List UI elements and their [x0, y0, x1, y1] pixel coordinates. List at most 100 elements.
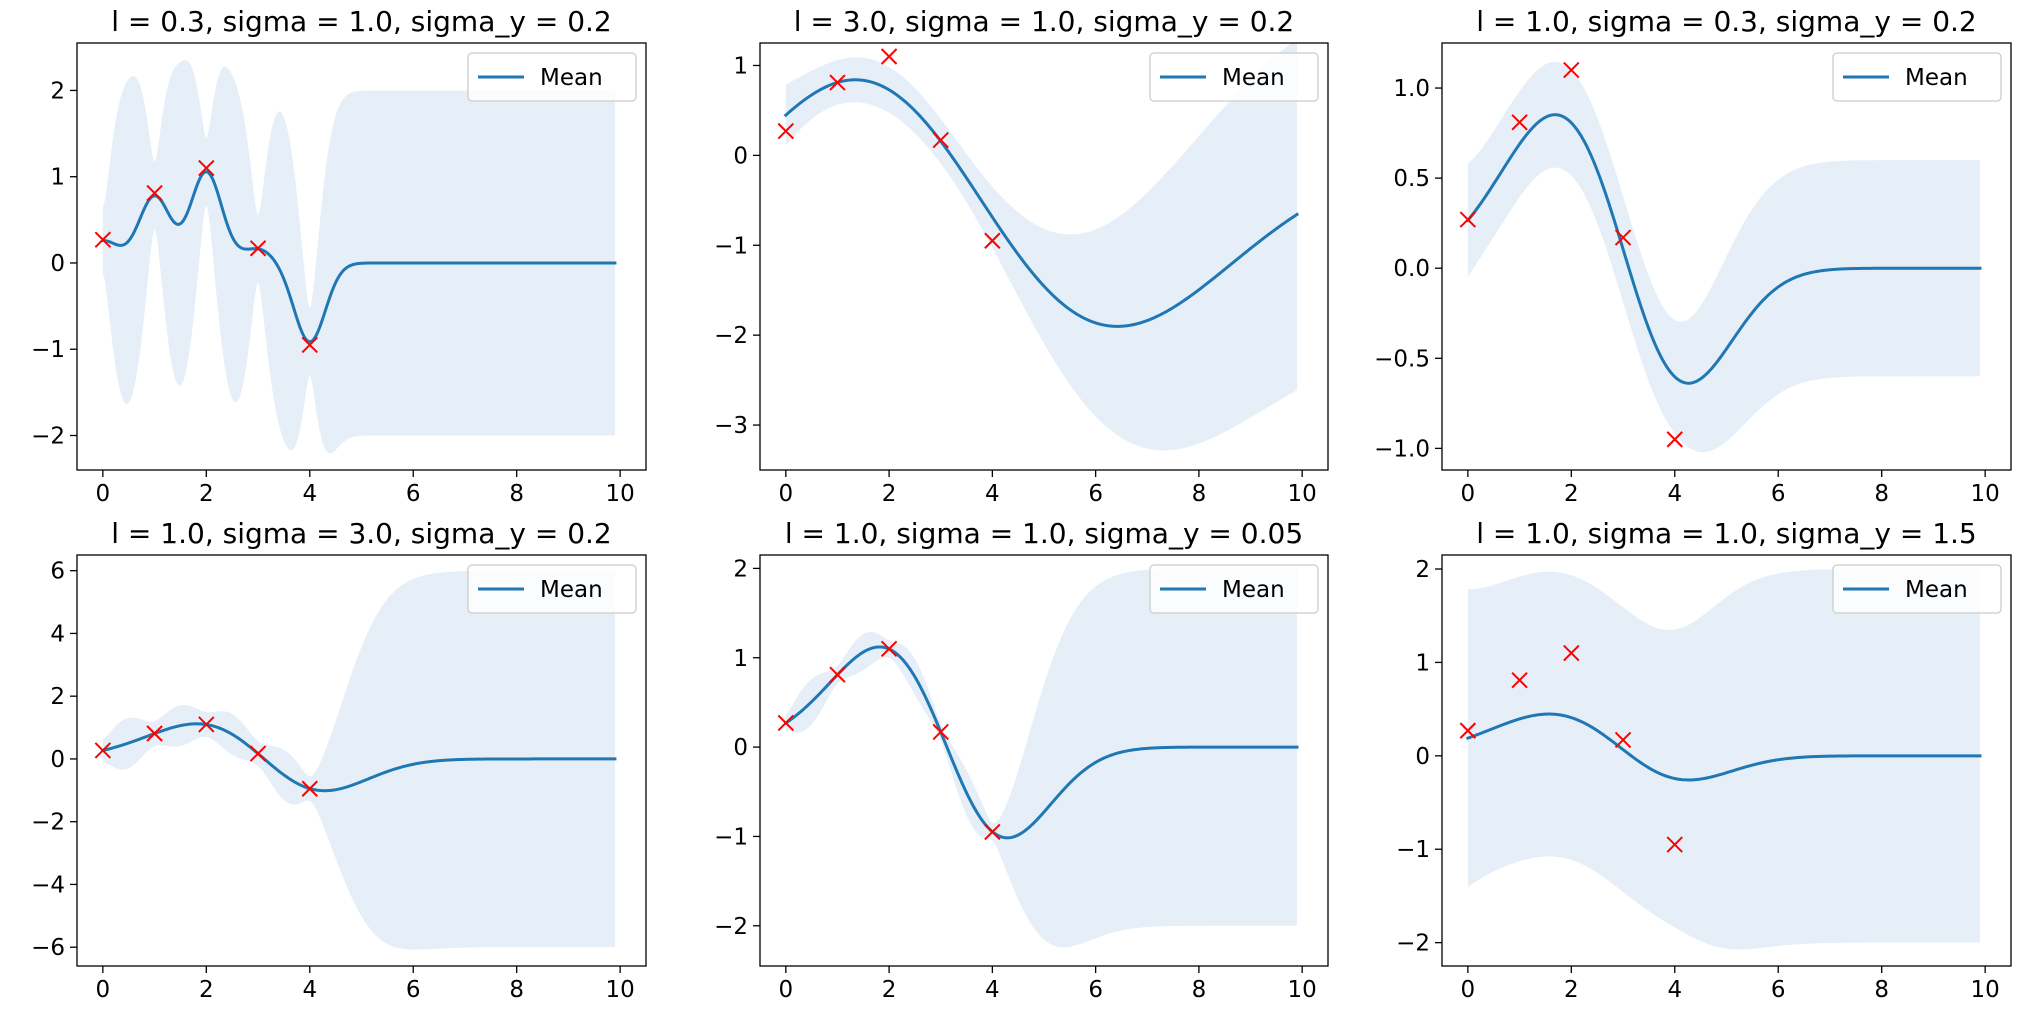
- observation-marker: [777, 122, 795, 140]
- x-tick-label: 6: [1088, 481, 1103, 507]
- y-tick-label: 2: [50, 684, 65, 710]
- observation-marker: [1614, 229, 1632, 246]
- x-tick-label: 0: [1461, 977, 1476, 1003]
- subplot-6: 0 2 4 6 8 10 −2 −1 0 1 2 l = 1.0, sigma = 1.0, sigm…: [1396, 517, 2012, 1003]
- y-tick-label: −6: [31, 935, 65, 961]
- x-tick-label: 10: [1288, 977, 1317, 1003]
- y-tick-label: 1.0: [1393, 76, 1430, 102]
- observation-marker: [932, 723, 949, 741]
- mean-line: [783, 645, 1299, 840]
- x-tick-label: 6: [1771, 481, 1786, 507]
- axes-frame: [759, 554, 1329, 967]
- confidence-band: [785, 43, 1298, 451]
- observation-marker: [1666, 836, 1683, 853]
- legend: Mean: [1832, 52, 2002, 102]
- observation-marker: [1666, 431, 1683, 448]
- confidence-band: [102, 60, 615, 454]
- mean-line: [101, 722, 617, 793]
- y-tick-label: −1.0: [1374, 436, 1430, 462]
- y-tick-label: −1: [1396, 837, 1430, 863]
- y-tick-label: −2: [714, 323, 748, 349]
- x-tick-label: 10: [605, 977, 634, 1003]
- x-tick-label: 0: [778, 977, 793, 1003]
- confidence-band: [1467, 61, 1980, 453]
- observation-marker: [984, 823, 1001, 841]
- legend: Mean: [1832, 564, 2002, 614]
- axes-frame: [1441, 554, 2012, 967]
- legend-label: Mean: [540, 65, 603, 91]
- y-tick-label: −2: [31, 810, 65, 836]
- confidence-band: [102, 570, 615, 950]
- confidence-band: [785, 568, 1298, 948]
- y-tick-label: 0: [733, 735, 748, 761]
- x-tick-label: 2: [882, 977, 897, 1003]
- y-tick-label: 1: [1415, 650, 1430, 676]
- observation-marker: [1563, 644, 1580, 662]
- axes-frame: [1441, 42, 2012, 471]
- subplot-1: 0 2 4 6 8 10 −2 −1 0 1 2 l = 0.3, sigma = 1.0, sigm…: [31, 5, 647, 507]
- x-tick-label: 4: [302, 481, 317, 507]
- confidence-band: [1467, 569, 1980, 950]
- legend: Mean: [467, 564, 637, 614]
- subplot-title: l = 3.0, sigma = 1.0, sigma_y = 0.2: [794, 5, 1294, 38]
- legend: Mean: [467, 52, 637, 102]
- x-tick-label: 0: [1461, 481, 1476, 507]
- axes-frame: [76, 554, 647, 967]
- observation-marker: [932, 131, 949, 149]
- subplot-2: 0 2 4 6 8 10 −3 −2 −1 0 1 l = 3.0, sigma = 1.0, sig…: [714, 5, 1329, 507]
- observation-marker: [1511, 671, 1528, 689]
- observation-marker: [777, 714, 795, 732]
- y-tick-label: 4: [50, 621, 65, 647]
- y-tick-label: −1: [31, 337, 65, 363]
- subplot-title: l = 1.0, sigma = 3.0, sigma_y = 0.2: [111, 517, 611, 550]
- x-tick-label: 4: [985, 977, 1000, 1003]
- y-tick-label: 0: [733, 143, 748, 169]
- y-tick-label: −2: [31, 423, 65, 449]
- observation-marker: [1614, 731, 1632, 749]
- y-tick-label: −4: [31, 872, 65, 898]
- x-tick-label: 6: [406, 977, 421, 1003]
- legend: Mean: [1149, 52, 1319, 102]
- x-tick-label: 2: [1564, 481, 1579, 507]
- x-tick-label: 2: [882, 481, 897, 507]
- observation-marker: [94, 742, 112, 759]
- x-tick-label: 6: [406, 481, 421, 507]
- observation-marker: [829, 666, 846, 683]
- x-tick-label: 0: [96, 977, 111, 1003]
- subplot-title: l = 1.0, sigma = 1.0, sigma_y = 1.5: [1476, 517, 1976, 550]
- x-tick-label: 2: [199, 481, 214, 507]
- legend-label: Mean: [1222, 577, 1285, 603]
- y-tick-label: 2: [50, 78, 65, 104]
- axes-frame: [76, 42, 647, 471]
- x-tick-label: 2: [199, 977, 214, 1003]
- x-tick-label: 0: [96, 481, 111, 507]
- x-tick-label: 4: [985, 481, 1000, 507]
- y-tick-label: 6: [50, 559, 65, 585]
- observation-marker: [984, 232, 1001, 249]
- observation-marker: [198, 716, 215, 733]
- y-tick-label: 0: [50, 747, 65, 773]
- y-tick-label: −2: [1396, 931, 1430, 957]
- axes-frame: [759, 42, 1329, 471]
- x-tick-label: 8: [1192, 977, 1207, 1003]
- y-tick-label: 0: [50, 251, 65, 277]
- y-tick-label: 1: [733, 53, 748, 79]
- y-tick-label: −1: [714, 233, 748, 259]
- mean-line: [101, 170, 617, 344]
- observation-marker: [301, 336, 318, 354]
- x-tick-label: 0: [778, 481, 793, 507]
- observation-marker: [249, 745, 267, 762]
- observation-marker: [1459, 722, 1477, 739]
- observation-marker: [880, 48, 898, 65]
- observation-marker: [1511, 114, 1528, 131]
- subplot-5: 0 2 4 6 8 10 −2 −1 0 1 2 l = 1.0, sigma = 1.0, sigm…: [714, 517, 1329, 1003]
- y-tick-label: 1: [733, 646, 748, 672]
- x-tick-label: 6: [1771, 977, 1786, 1003]
- observation-marker: [829, 74, 846, 91]
- mean-line: [783, 78, 1300, 328]
- subplot-title: l = 1.0, sigma = 0.3, sigma_y = 0.2: [1476, 5, 1976, 38]
- y-tick-label: −1: [714, 824, 748, 850]
- x-tick-label: 8: [1192, 481, 1207, 507]
- observation-marker: [249, 240, 267, 257]
- legend: Mean: [1149, 564, 1319, 614]
